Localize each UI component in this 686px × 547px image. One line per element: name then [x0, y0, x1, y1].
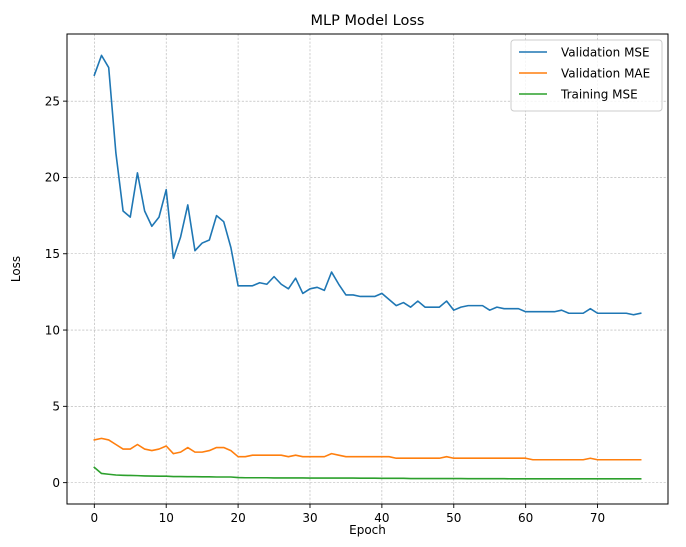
legend-label-validation-mse: Validation MSE	[561, 45, 650, 59]
grid	[67, 34, 668, 504]
y-tick-label: 20	[45, 171, 60, 185]
series-line-validation-mse	[93, 54, 642, 316]
x-tick-label: 30	[302, 511, 317, 525]
legend-label-training-mse: Training MSE	[560, 87, 638, 101]
y-tick-label: 0	[52, 476, 60, 490]
legend-box	[510, 39, 663, 112]
chart-title: MLP Model Loss	[311, 13, 425, 29]
x-tick-label: 40	[374, 511, 389, 525]
series-line-training-mse	[93, 466, 642, 480]
x-tick-label: 0	[90, 511, 98, 525]
x-tick-label: 70	[590, 511, 605, 525]
ticks: 0 10 20 30 40 50 60 70 0 5 10 15 20 25	[45, 94, 605, 525]
legend: Validation MSE Validation MAE Training MSE	[510, 39, 663, 112]
plot-area	[67, 34, 668, 504]
y-tick-label: 15	[45, 247, 60, 261]
x-tick-label: 50	[446, 511, 461, 525]
series-line-validation-mae	[93, 437, 642, 461]
x-tick-label: 20	[230, 511, 245, 525]
x-tick-label: 60	[518, 511, 533, 525]
y-tick-label: 5	[52, 400, 60, 414]
series-layer	[93, 54, 642, 480]
plot-frame	[66, 33, 669, 505]
y-tick-label: 25	[45, 94, 60, 108]
y-axis-label: Loss	[9, 256, 23, 282]
x-tick-label: 10	[159, 511, 174, 525]
legend-label-validation-mae: Validation MAE	[561, 66, 650, 80]
x-axis-label: Epoch	[349, 523, 386, 537]
y-tick-label: 10	[45, 323, 60, 337]
